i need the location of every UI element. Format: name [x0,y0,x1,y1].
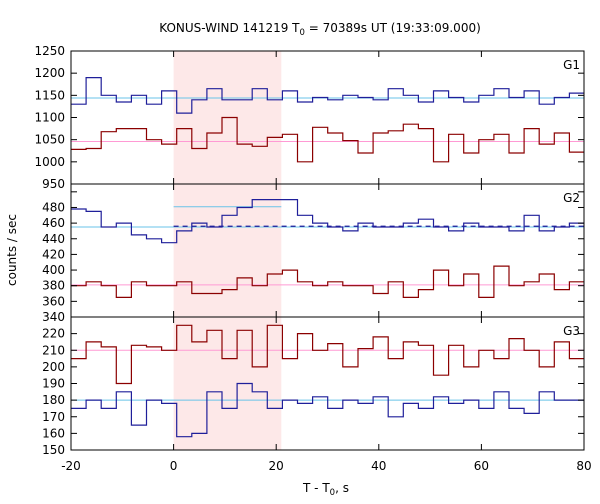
y-tick-label: 400 [42,263,65,277]
y-tick-label: 440 [42,232,65,246]
y-tick-label: 380 [42,279,65,293]
y-tick-label: 360 [42,294,65,308]
x-tick-label: 80 [576,459,591,473]
y-tick-label: 220 [42,327,65,341]
x-tick-label: 0 [170,459,178,473]
y-tick-label: 180 [42,393,65,407]
x-tick-label: 20 [269,459,284,473]
x-tick-label: 40 [371,459,386,473]
chart-title-subscript: 0 [300,28,305,38]
panel-label-G2: G2 [563,191,580,205]
y-tick-label: 950 [42,177,65,191]
y-tick-label: 1150 [34,88,65,102]
x-axis-label: T - T0, s [302,481,349,498]
panel-frame-G2 [70,183,585,318]
step-series-red-G1 [71,116,584,163]
y-tick-label: 1250 [34,44,65,58]
y-tick-label: 1100 [34,111,65,125]
panel-frame-G3 [70,316,585,451]
y-tick-label: 1000 [34,155,65,169]
y-tick-label: 150 [42,443,65,457]
y-tick-label: 420 [42,247,65,261]
y-axis-label: counts / sec [5,214,19,286]
x-tick-label: 60 [474,459,489,473]
y-tick-label: 480 [42,200,65,214]
step-series-blue-G2 [71,199,584,244]
y-tick-label: 200 [42,360,65,374]
y-tick-label: 1050 [34,133,65,147]
step-series-blue-G3 [71,382,584,438]
panel-label-G1: G1 [563,58,580,72]
y-tick-label: 210 [42,343,65,357]
y-tick-label: 340 [42,310,65,324]
y-tick-label: 1200 [34,66,65,80]
highlight-band [173,51,282,450]
y-tick-label: 460 [42,216,65,230]
y-tick-label: 170 [42,410,65,424]
x-axis-label-subscript: 0 [330,488,335,498]
step-series-red-G2 [71,265,584,298]
panel-label-G3: G3 [563,324,580,338]
step-series-blue-G1 [71,77,584,114]
y-tick-label: 190 [42,377,65,391]
y-tick-label: 160 [42,426,65,440]
x-axis-label-main: T - T [302,481,330,495]
x-tick-label: -20 [61,459,81,473]
step-series-red-G3 [71,324,584,385]
chart-title: KONUS-WIND 141219 T0 = 70389s UT (19:33:… [159,21,481,38]
x-axis-label-rest: , s [335,481,349,495]
panel-frame-G1 [70,50,585,185]
chart-title-main: KONUS-WIND 141219 T [159,21,300,35]
chart-title-rest: = 70389s UT (19:33:09.000) [305,21,481,35]
